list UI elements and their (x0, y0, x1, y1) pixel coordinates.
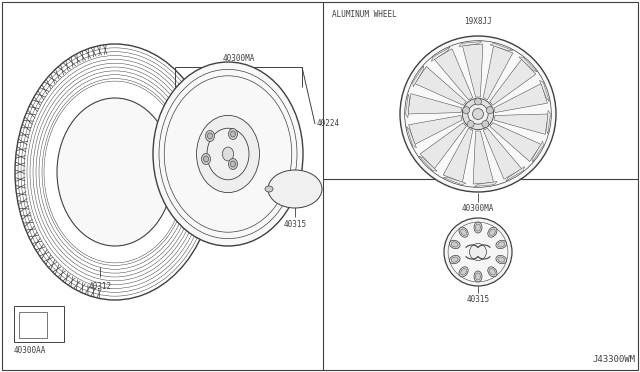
Polygon shape (473, 131, 493, 184)
Ellipse shape (204, 156, 209, 162)
Bar (14, 306, 64, 342)
Polygon shape (406, 94, 410, 118)
Circle shape (463, 107, 470, 113)
Polygon shape (413, 66, 424, 87)
Ellipse shape (459, 267, 468, 277)
Polygon shape (474, 182, 497, 186)
Ellipse shape (449, 256, 460, 264)
Polygon shape (406, 126, 417, 148)
Bar (19, 312, 47, 338)
Ellipse shape (196, 115, 259, 193)
Polygon shape (408, 115, 462, 144)
Polygon shape (483, 128, 522, 179)
Polygon shape (494, 114, 548, 134)
Ellipse shape (202, 154, 211, 164)
Ellipse shape (488, 267, 497, 277)
Text: 40312: 40312 (88, 282, 111, 291)
Polygon shape (443, 177, 466, 185)
Ellipse shape (265, 186, 273, 192)
Text: ALUMINUM WHEEL: ALUMINUM WHEEL (332, 10, 397, 19)
Polygon shape (419, 156, 437, 171)
Polygon shape (459, 42, 482, 46)
Polygon shape (540, 80, 550, 102)
Ellipse shape (459, 227, 468, 237)
Text: 40315: 40315 (467, 295, 490, 304)
Polygon shape (519, 57, 537, 72)
Polygon shape (532, 141, 543, 162)
Ellipse shape (268, 170, 322, 208)
Circle shape (462, 99, 493, 129)
Polygon shape (415, 67, 466, 105)
Ellipse shape (488, 227, 497, 237)
Ellipse shape (476, 224, 481, 231)
Polygon shape (490, 123, 541, 161)
Ellipse shape (490, 229, 495, 235)
Ellipse shape (57, 98, 173, 246)
Ellipse shape (498, 242, 505, 247)
Text: 40300AA: 40300AA (14, 346, 46, 355)
Polygon shape (547, 110, 550, 134)
Circle shape (444, 218, 512, 286)
Ellipse shape (153, 62, 303, 246)
Circle shape (470, 244, 486, 260)
Ellipse shape (207, 133, 212, 139)
Ellipse shape (490, 269, 495, 275)
Text: 40300MA: 40300MA (462, 204, 494, 213)
Circle shape (467, 121, 474, 128)
Polygon shape (434, 49, 473, 100)
Polygon shape (462, 44, 483, 97)
Polygon shape (483, 45, 513, 100)
Ellipse shape (451, 242, 458, 247)
Ellipse shape (207, 128, 249, 180)
Ellipse shape (451, 257, 458, 262)
Ellipse shape (205, 131, 214, 141)
Polygon shape (494, 84, 547, 113)
Polygon shape (408, 94, 462, 114)
Circle shape (474, 98, 481, 105)
Circle shape (468, 104, 488, 124)
Ellipse shape (496, 256, 507, 264)
Ellipse shape (474, 222, 482, 233)
Ellipse shape (461, 229, 467, 235)
Text: J43300WM: J43300WM (592, 355, 635, 364)
Text: 40224: 40224 (317, 119, 340, 128)
Ellipse shape (461, 269, 467, 275)
Circle shape (400, 36, 556, 192)
Polygon shape (444, 128, 473, 182)
Text: 40300MA: 40300MA (222, 54, 255, 63)
Ellipse shape (228, 158, 237, 170)
Ellipse shape (222, 147, 234, 161)
Ellipse shape (230, 161, 236, 167)
Ellipse shape (449, 240, 460, 248)
Polygon shape (506, 167, 525, 181)
Text: 19X8JJ: 19X8JJ (464, 17, 492, 26)
Text: 40315: 40315 (284, 220, 307, 229)
Circle shape (482, 121, 489, 128)
Ellipse shape (474, 271, 482, 282)
Circle shape (472, 109, 483, 119)
Circle shape (486, 107, 493, 113)
Ellipse shape (498, 257, 505, 262)
Ellipse shape (230, 131, 236, 137)
Polygon shape (490, 43, 513, 51)
Ellipse shape (496, 240, 507, 248)
Ellipse shape (476, 273, 481, 280)
Polygon shape (490, 59, 536, 105)
Ellipse shape (228, 128, 237, 140)
Polygon shape (420, 123, 466, 169)
Polygon shape (431, 47, 450, 61)
